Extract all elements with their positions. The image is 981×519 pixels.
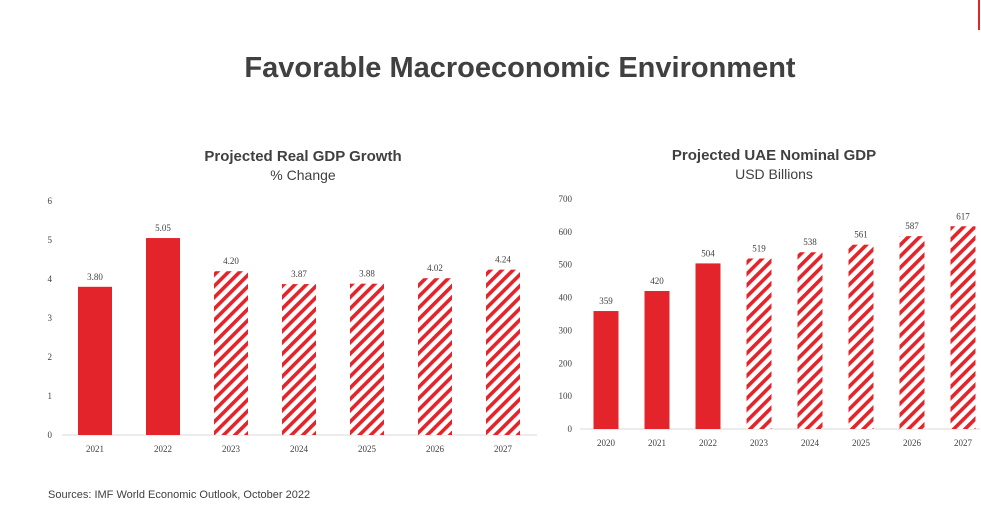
nominal-gdp-bar-2026 <box>899 236 925 429</box>
nominal-gdp-x-tick-label: 2021 <box>648 438 666 448</box>
gdp-growth-y-tick-label: 6 <box>48 196 53 206</box>
gdp-growth-bar-2022 <box>146 238 180 435</box>
nominal-gdp-data-label: 519 <box>752 243 766 253</box>
nominal-gdp-data-label: 359 <box>599 296 613 306</box>
gdp-growth-data-label: 4.02 <box>427 263 443 273</box>
gdp-growth-data-label: 4.24 <box>495 255 511 265</box>
nominal-gdp-chart-title: Projected UAE Nominal GDP <box>671 147 877 164</box>
page-title: Favorable Macroeconomic Environment <box>244 52 796 84</box>
gdp-growth-x-tick-label: 2023 <box>222 444 241 454</box>
nominal-gdp-y-tick-label: 600 <box>559 227 573 237</box>
gdp-growth-bar-2024 <box>282 284 316 435</box>
gdp-growth-y-tick-label: 5 <box>48 235 53 245</box>
gdp-growth-data-label: 3.87 <box>291 269 307 279</box>
gdp-growth-data-label: 3.80 <box>87 272 103 282</box>
gdp-growth-bar-2027 <box>486 269 520 435</box>
nominal-gdp-y-tick-label: 100 <box>559 391 573 401</box>
gdp-growth-y-tick-label: 0 <box>48 430 53 440</box>
gdp-growth-data-label: 4.20 <box>223 256 239 266</box>
nominal-gdp-bar-2024 <box>797 252 823 429</box>
gdp-growth-chart-title: Projected Real GDP Growth <box>204 148 402 165</box>
gdp-growth-x-tick-label: 2026 <box>426 444 445 454</box>
nominal-gdp-y-tick-label: 300 <box>559 325 573 335</box>
nominal-gdp-x-tick-label: 2025 <box>852 438 871 448</box>
gdp-growth-data-label: 3.88 <box>359 269 375 279</box>
gdp-growth-y-tick-label: 4 <box>48 274 53 284</box>
nominal-gdp-x-tick-label: 2027 <box>954 438 973 448</box>
nominal-gdp-data-label: 538 <box>803 237 817 247</box>
gdp-growth-bar-2023 <box>214 271 248 435</box>
sources-note: Sources: IMF World Economic Outlook, Oct… <box>48 489 311 501</box>
gdp-growth-y-tick-label: 2 <box>48 352 53 362</box>
corner-accent-line <box>978 0 980 30</box>
nominal-gdp-x-tick-label: 2024 <box>801 438 820 448</box>
nominal-gdp-bar-2020 <box>593 311 619 429</box>
nominal-gdp-bar-2023 <box>746 258 772 429</box>
nominal-gdp-x-tick-label: 2026 <box>903 438 922 448</box>
nominal-gdp-x-tick-label: 2020 <box>597 438 616 448</box>
nominal-gdp-data-label: 420 <box>650 276 664 286</box>
nominal-gdp-y-tick-label: 500 <box>559 260 573 270</box>
gdp-growth-x-tick-label: 2022 <box>154 444 172 454</box>
gdp-growth-x-tick-label: 2025 <box>358 444 377 454</box>
nominal-gdp-bar-2021 <box>644 291 670 429</box>
nominal-gdp-x-tick-label: 2023 <box>750 438 769 448</box>
nominal-gdp-bar-2027 <box>950 226 976 429</box>
nominal-gdp-data-label: 504 <box>701 248 715 258</box>
gdp-growth-chart-subtitle: % Change <box>270 167 336 183</box>
gdp-growth-x-tick-label: 2021 <box>86 444 104 454</box>
gdp-growth-x-tick-label: 2024 <box>290 444 309 454</box>
gdp-growth-y-tick-label: 3 <box>48 313 53 323</box>
nominal-gdp-y-tick-label: 200 <box>559 358 573 368</box>
nominal-gdp-bar-2022 <box>695 263 721 429</box>
gdp-growth-bar-2025 <box>350 283 384 435</box>
gdp-growth-bar-2021 <box>78 286 112 435</box>
nominal-gdp-chart: 0 100 200 300 400 500 600 700 359 2020 420 2021 504 2… <box>559 194 980 448</box>
nominal-gdp-y-tick-label: 0 <box>568 424 573 434</box>
nominal-gdp-chart-subtitle: USD Billions <box>735 166 813 182</box>
nominal-gdp-data-label: 561 <box>854 230 868 240</box>
gdp-growth-x-tick-label: 2027 <box>494 444 513 454</box>
gdp-growth-chart: 0 1 2 3 4 5 6 3.80 2021 5.05 2022 4.20 2023 3.87 2024 3… <box>48 196 537 454</box>
nominal-gdp-y-tick-label: 700 <box>559 194 573 204</box>
nominal-gdp-data-label: 587 <box>905 221 919 231</box>
gdp-growth-bar-2026 <box>418 278 452 435</box>
gdp-growth-data-label: 5.05 <box>155 223 171 233</box>
nominal-gdp-bar-2025 <box>848 244 874 429</box>
nominal-gdp-data-label: 617 <box>956 211 970 221</box>
gdp-growth-y-tick-label: 1 <box>48 391 53 401</box>
nominal-gdp-x-tick-label: 2022 <box>699 438 717 448</box>
nominal-gdp-y-tick-label: 400 <box>559 293 573 303</box>
